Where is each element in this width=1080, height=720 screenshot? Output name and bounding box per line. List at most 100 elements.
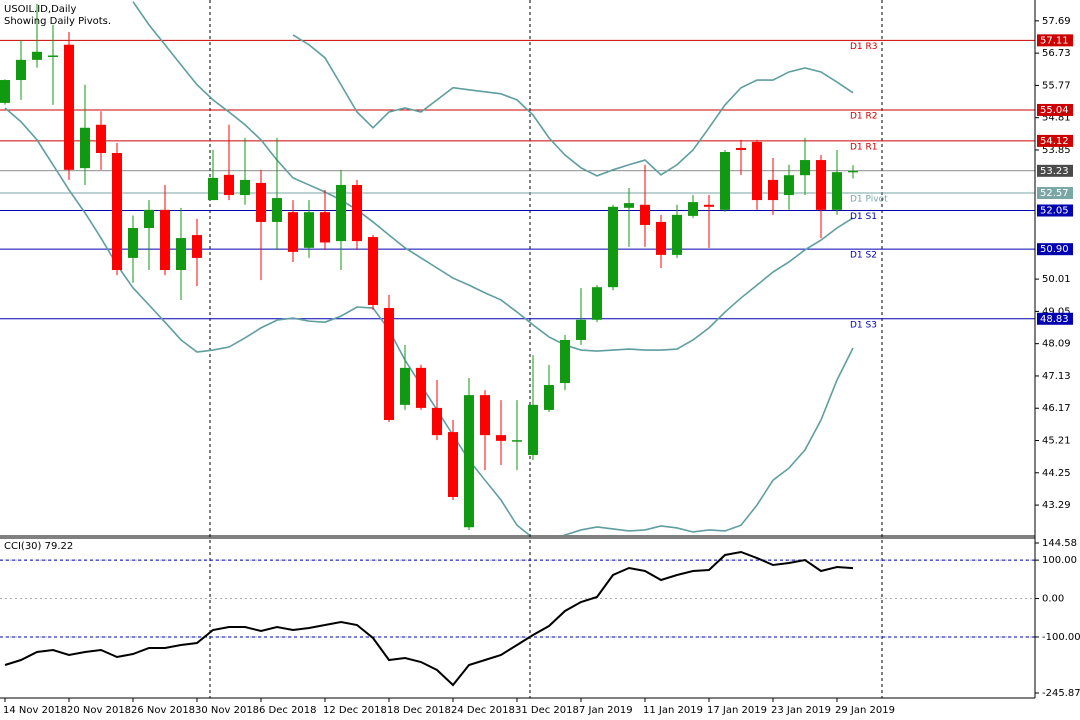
candle-body: [32, 51, 42, 60]
candle-body: [112, 153, 122, 271]
x-tick-label: 30 Nov 2018: [195, 705, 259, 716]
y-tick-label: 45.21: [1042, 436, 1071, 447]
y-tick-label: 56.73: [1042, 48, 1071, 59]
candle-body: [512, 440, 522, 442]
axes: 57.69 56.73 55.77 54.81 53.85 50.01 49.05 48.09…: [3, 16, 1080, 716]
candle-body: [48, 55, 58, 57]
candle-body: [64, 44, 74, 170]
price-label-box: [1037, 164, 1073, 177]
y-tick-label: 44.25: [1042, 468, 1071, 479]
candle-body: [544, 385, 554, 410]
x-tick-label: 29 Jan 2019: [835, 705, 895, 716]
candle-body: [768, 179, 778, 201]
y-tick-label: 53.85: [1042, 145, 1071, 156]
candle-body: [496, 435, 506, 441]
candle-body: [192, 235, 202, 258]
x-tick-label: 14 Nov 2018: [3, 705, 67, 716]
x-tick-label: 24 Dec 2018: [451, 705, 515, 716]
chart-title: USOIL.ID,Daily: [4, 4, 76, 15]
candle-body: [784, 175, 794, 196]
candle-body: [288, 212, 298, 252]
price-label-box: [1037, 134, 1073, 147]
candle-body: [592, 287, 602, 320]
candle-body: [736, 147, 746, 150]
indicator-title: CCI(30) 79.22: [4, 541, 73, 552]
bollinger-band: [292, 34, 854, 177]
pivot-label: D1 R1: [850, 142, 878, 152]
price-label: 53.23: [1040, 166, 1069, 177]
price-label-box: [1037, 103, 1073, 116]
pivot-label: D1 S3: [850, 320, 877, 330]
candle-body: [672, 214, 682, 255]
y-tick-label: 50.01: [1042, 274, 1071, 285]
candle-body: [640, 204, 650, 225]
candle-body: [80, 127, 90, 169]
cci-line: [4, 550, 854, 687]
candle-body: [272, 198, 282, 222]
candle-body: [576, 319, 586, 340]
x-tick-label: 23 Jan 2019: [771, 705, 831, 716]
price-label: 52.05: [1040, 206, 1069, 217]
y-tick-label: 48.09: [1042, 339, 1071, 350]
candle-body: [432, 407, 442, 436]
candle-body: [208, 177, 218, 201]
price-label-box: [1037, 243, 1073, 256]
y-tick-label: 144.58: [1042, 538, 1077, 549]
pivot-label: D1 R3: [850, 42, 878, 52]
x-tick-label: 6 Dec 2018: [259, 705, 317, 716]
candle-body: [128, 227, 138, 258]
x-tick-label: 26 Nov 2018: [131, 705, 195, 716]
price-label: 48.83: [1040, 314, 1069, 325]
candle-body: [480, 395, 490, 436]
price-label-box: [1037, 187, 1073, 200]
y-tick-label: 54.81: [1042, 113, 1071, 124]
price-label: 50.90: [1040, 244, 1069, 255]
candle-body: [96, 124, 106, 154]
y-tick-label: 100.00: [1042, 555, 1077, 566]
candle-body: [832, 172, 842, 210]
candle-body: [848, 170, 858, 173]
y-tick-label: 49.05: [1042, 306, 1071, 317]
candle-body: [304, 212, 314, 248]
pivot-label: D1 R2: [850, 111, 878, 121]
candle-body: [416, 367, 426, 408]
pivot-label: D1 Pivot: [850, 195, 888, 205]
candle-body: [656, 221, 666, 255]
y-tick-label: 55.77: [1042, 80, 1071, 91]
candle-body: [336, 184, 346, 242]
candle-body: [224, 174, 234, 196]
candle-body: [320, 212, 330, 243]
candle-body: [400, 367, 410, 405]
price-label: 57.11: [1040, 35, 1069, 46]
bollinger-band: [132, 1, 854, 352]
pivot-label: D1 S2: [850, 251, 877, 261]
x-tick-label: 20 Nov 2018: [67, 705, 131, 716]
y-tick-label: 0.00: [1042, 594, 1064, 605]
candle-body: [176, 238, 186, 271]
y-tick-label: 46.17: [1042, 403, 1071, 414]
candle-body: [368, 237, 378, 305]
y-tick-label: -100.00: [1042, 632, 1080, 643]
candle-body: [464, 395, 474, 528]
price-label: 54.12: [1040, 136, 1069, 147]
candle-body: [240, 179, 250, 196]
candle-body: [256, 182, 266, 222]
candle-body: [704, 204, 714, 207]
candle-body: [144, 209, 154, 228]
y-tick-label: -245.87: [1042, 688, 1080, 699]
x-tick-label: 12 Dec 2018: [323, 705, 387, 716]
candle-body: [448, 432, 458, 498]
candle-body: [528, 404, 538, 455]
candle-body: [800, 160, 810, 176]
candle-body: [352, 184, 362, 242]
bollinger-band: [4, 107, 854, 535]
price-label: 52.57: [1040, 188, 1069, 199]
candle-body: [384, 308, 394, 420]
candle-body: [688, 202, 698, 216]
candle-body: [16, 59, 26, 81]
x-tick-label: 7 Jan 2019: [579, 705, 633, 716]
pivot-label: D1 S1: [850, 212, 877, 222]
x-tick-label: 18 Dec 2018: [387, 705, 451, 716]
